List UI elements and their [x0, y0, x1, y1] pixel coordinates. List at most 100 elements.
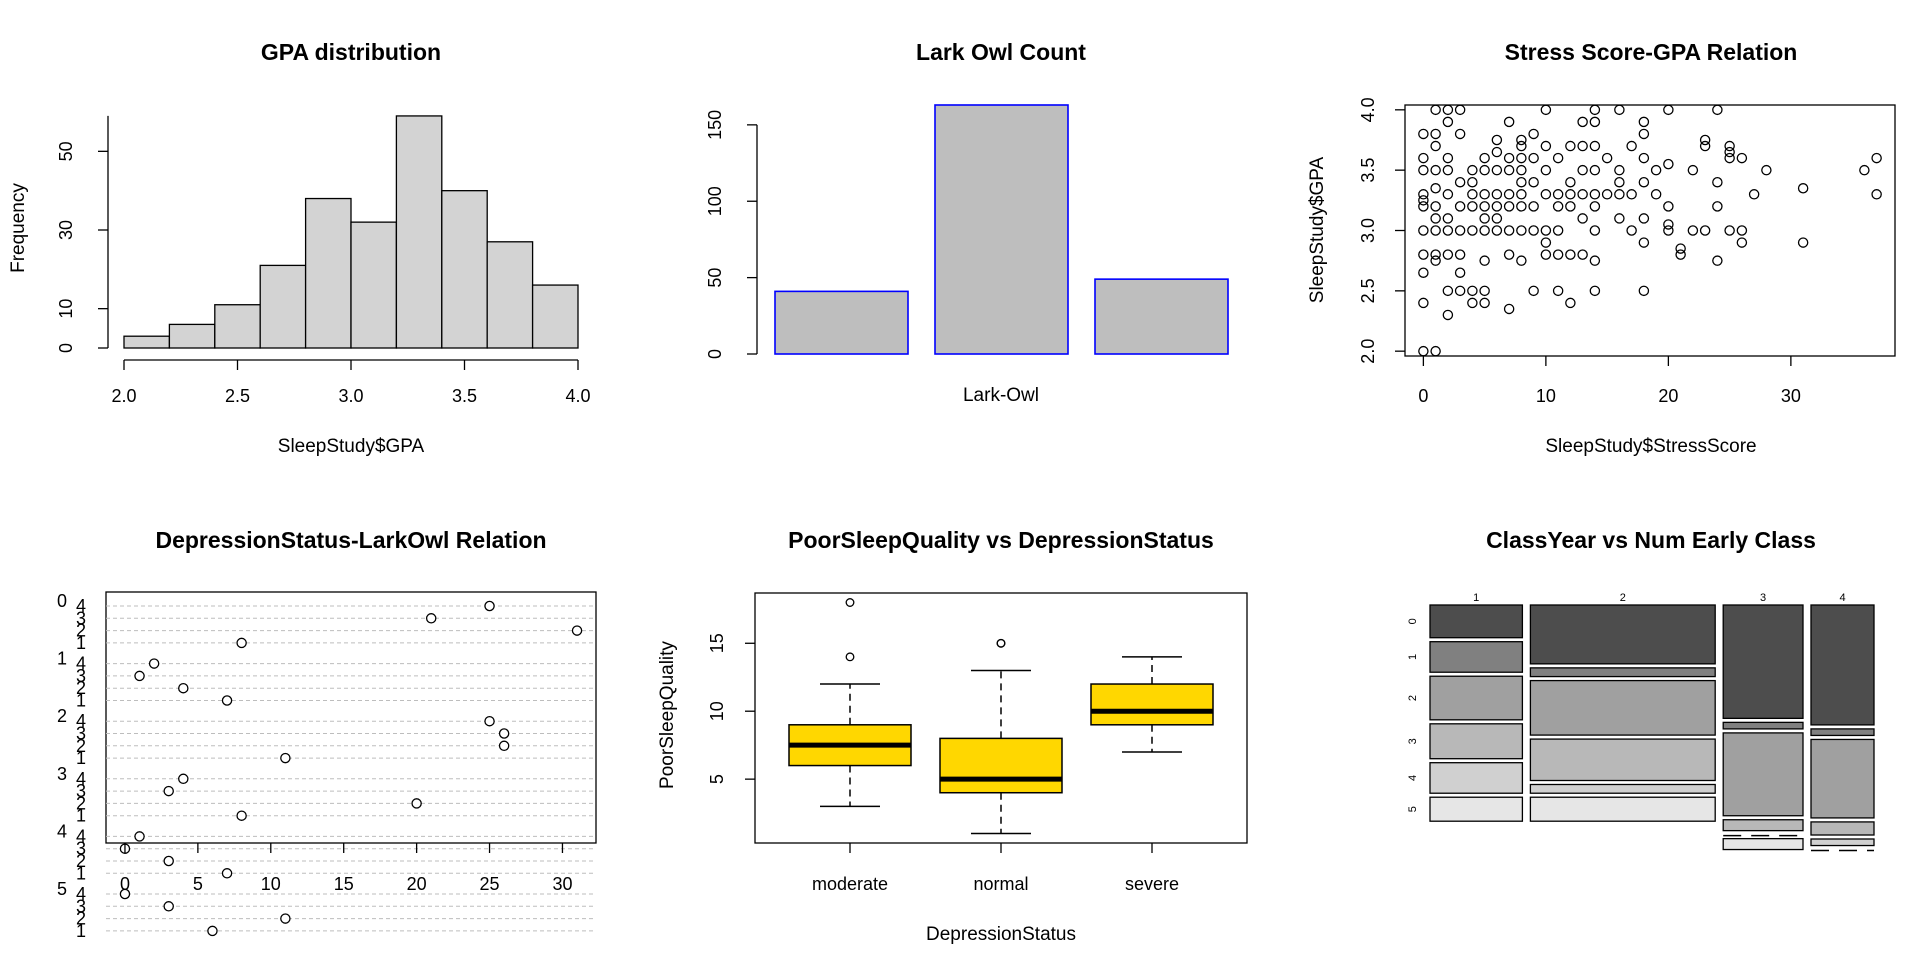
bar	[934, 104, 1069, 355]
mosaic-cell	[1429, 604, 1524, 639]
scatter-point	[1491, 146, 1503, 158]
y-axis-label: SleepStudy$GPA	[1307, 156, 1328, 303]
dot-point	[221, 695, 233, 706]
y-tick-label: 2.0	[1358, 339, 1378, 364]
scatter-point	[1638, 237, 1650, 248]
scatter-point	[1638, 285, 1650, 297]
y-tick-label: 10	[707, 701, 727, 721]
scatter-point	[1552, 225, 1564, 236]
scatter-point	[1418, 225, 1429, 236]
y-axis-label: PoorSleepQuality	[657, 641, 678, 789]
scatter-point	[1418, 164, 1429, 176]
row-label: 5	[1407, 806, 1419, 812]
scatter-point	[1430, 249, 1441, 260]
scatter-point	[1650, 164, 1662, 176]
y-tick-label: 2.5	[1358, 278, 1378, 303]
scatter-point	[1626, 225, 1637, 236]
scatter-point	[1442, 104, 1454, 116]
scatter-point	[1699, 134, 1711, 146]
histogram-bar	[395, 115, 443, 349]
scatter-point	[1442, 249, 1454, 260]
scatter-point	[1418, 128, 1429, 140]
scatter-point	[1577, 164, 1588, 176]
mosaic-cell	[1722, 721, 1804, 730]
dot-point	[236, 810, 247, 821]
row-label: 4	[76, 711, 86, 731]
y-tick-label: 15	[707, 633, 727, 653]
row-label: 1	[76, 633, 86, 653]
dot-point	[484, 715, 495, 727]
row-label: 2	[76, 736, 86, 756]
panel-classyear-mosaic: ClassYear vs Num Early Class 1 0 1 2 3 4 5 2 3 4	[1407, 527, 1875, 852]
mosaic-cell	[1722, 819, 1804, 832]
scatter-point	[1454, 176, 1466, 188]
row-label: 2	[1407, 695, 1419, 701]
scatter-point	[1675, 243, 1686, 254]
dot-point	[134, 831, 145, 842]
scatter-point	[1871, 152, 1882, 164]
scatter-point	[1638, 176, 1650, 188]
scatter-point	[1442, 152, 1454, 164]
scatter-point	[1540, 140, 1552, 152]
mosaic-cell	[1810, 838, 1875, 847]
x-tick-label: 3.5	[452, 386, 477, 406]
scatter-point	[1479, 213, 1490, 224]
scatter-point	[1430, 140, 1441, 152]
histogram-bar	[304, 197, 352, 349]
scatter-point	[1577, 189, 1588, 200]
row-label: 2	[76, 851, 86, 871]
scatter-point	[1454, 249, 1466, 260]
dot-point	[236, 637, 247, 649]
scatter-point	[1601, 189, 1613, 200]
bar	[1094, 278, 1229, 355]
scatter-point	[1516, 134, 1527, 146]
dot-point	[280, 913, 291, 924]
scatter-point	[1552, 249, 1564, 260]
x-tick-label: 10	[1536, 386, 1556, 406]
scatter-point	[1589, 285, 1601, 297]
x-tick-label: 15	[334, 874, 354, 894]
scatter-point	[1430, 345, 1441, 357]
box	[939, 737, 1063, 794]
scatter-point	[1540, 237, 1552, 248]
scatter-point	[1736, 237, 1748, 248]
y-tick-label: 10	[56, 299, 76, 319]
y-tick-label: 50	[705, 268, 725, 288]
column-label: 4	[1839, 592, 1845, 604]
row-label: 4	[76, 596, 86, 616]
x-axis-label: DepressionStatus	[926, 924, 1076, 945]
chart-title: PoorSleepQuality vs DepressionStatus	[788, 527, 1214, 553]
scatter-point	[1516, 201, 1527, 212]
mosaic-cell	[1429, 675, 1524, 721]
y-tick-label: 5	[707, 774, 727, 784]
panel-sleepquality-boxplot: PoorSleepQuality vs DepressionStatus Dep…	[657, 527, 1248, 945]
row-label: 2	[76, 793, 86, 813]
x-tick-label: moderate	[812, 874, 888, 894]
scatter-point	[1430, 104, 1441, 116]
chart-title: Lark Owl Count	[916, 39, 1086, 65]
scatter-point	[1430, 128, 1441, 140]
scatter-point	[1724, 225, 1735, 236]
scatter-point	[1479, 152, 1490, 164]
scatter-point	[1589, 104, 1601, 116]
dot-point	[498, 740, 510, 752]
chart-title: ClassYear vs Num Early Class	[1486, 527, 1816, 553]
scatter-point	[1699, 225, 1711, 236]
scatter-point	[1491, 225, 1503, 236]
scatter-point	[1859, 164, 1870, 176]
histogram-bar	[259, 264, 307, 349]
scatter-point	[1430, 164, 1441, 176]
dot-point	[148, 658, 160, 669]
mosaic-cell	[1529, 783, 1716, 794]
x-tick-label: 2.0	[111, 386, 136, 406]
dot-point	[221, 868, 233, 879]
mosaic-cell	[1722, 837, 1804, 851]
x-tick-label: 30	[552, 874, 572, 894]
scatter-point	[1638, 213, 1650, 224]
scatter-point	[1454, 104, 1466, 116]
scatter-point	[1614, 104, 1625, 116]
scatter-point	[1552, 285, 1564, 297]
scatter-point	[1797, 183, 1809, 194]
scatter-point	[1687, 225, 1699, 236]
scatter-point	[1479, 164, 1490, 176]
